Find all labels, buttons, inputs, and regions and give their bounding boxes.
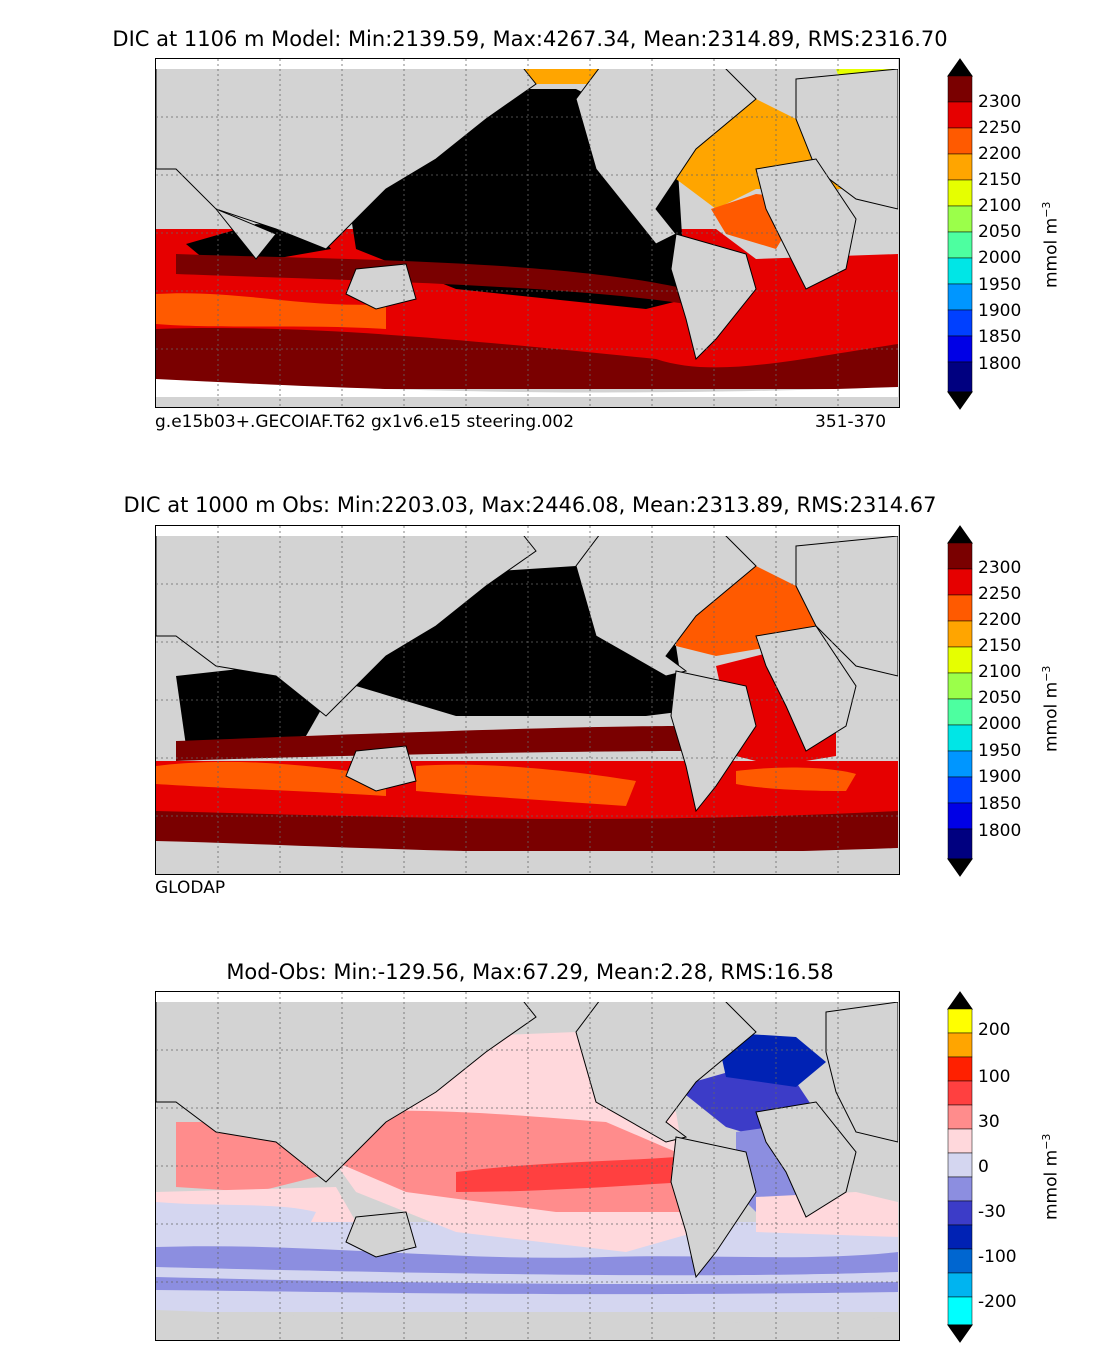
cb-label: -30 xyxy=(978,1202,1006,1222)
cb-label: 2000 xyxy=(978,248,1022,268)
cb-label: 1850 xyxy=(978,794,1022,814)
cb-label: 1900 xyxy=(978,767,1022,787)
diff-units: mmol m−3 xyxy=(1040,1133,1062,1220)
diff-map xyxy=(155,991,900,1341)
cb-label: 2250 xyxy=(978,118,1022,138)
cb-label: 1900 xyxy=(978,301,1022,321)
cb-label: -200 xyxy=(978,1292,1017,1312)
model-colorbar xyxy=(947,58,973,410)
cb-label: 2250 xyxy=(978,584,1022,604)
cb-label: -100 xyxy=(978,1247,1017,1267)
cb-label: 0 xyxy=(978,1157,989,1177)
cb-label: 2300 xyxy=(978,92,1022,112)
model-map xyxy=(155,58,900,408)
cb-label: 200 xyxy=(978,1020,1011,1040)
model-units: mmol m−3 xyxy=(1040,201,1062,288)
cb-label: 1850 xyxy=(978,327,1022,347)
obs-title: DIC at 1000 m Obs: Min:2203.03, Max:2446… xyxy=(123,493,937,517)
cb-label: 2050 xyxy=(978,688,1022,708)
obs-units: mmol m−3 xyxy=(1040,665,1062,752)
cb-label: 30 xyxy=(978,1112,1000,1132)
obs-footer-left: GLODAP xyxy=(155,878,226,898)
diff-colorbar xyxy=(947,991,973,1343)
cb-label: 1950 xyxy=(978,741,1022,761)
cb-label: 1800 xyxy=(978,354,1022,374)
cb-label: 1950 xyxy=(978,275,1022,295)
cb-label: 100 xyxy=(978,1067,1011,1087)
model-footer-right: 351-370 xyxy=(815,412,887,432)
cb-label: 2100 xyxy=(978,662,1022,682)
cb-label: 2200 xyxy=(978,144,1022,164)
cb-label: 2150 xyxy=(978,636,1022,656)
obs-colorbar xyxy=(947,525,973,877)
cb-label: 2000 xyxy=(978,714,1022,734)
cb-label: 2100 xyxy=(978,196,1022,216)
diff-title: Mod-Obs: Min:-129.56, Max:67.29, Mean:2.… xyxy=(226,960,834,984)
cb-label: 2150 xyxy=(978,170,1022,190)
cb-label: 2200 xyxy=(978,610,1022,630)
model-footer-left: g.e15b03+.GECOIAF.T62 gx1v6.e15 steering… xyxy=(155,412,575,432)
cb-label: 2300 xyxy=(978,558,1022,578)
obs-map xyxy=(155,525,900,875)
model-title: DIC at 1106 m Model: Min:2139.59, Max:42… xyxy=(112,27,948,51)
cb-label: 2050 xyxy=(978,222,1022,242)
cb-label: 1800 xyxy=(978,821,1022,841)
